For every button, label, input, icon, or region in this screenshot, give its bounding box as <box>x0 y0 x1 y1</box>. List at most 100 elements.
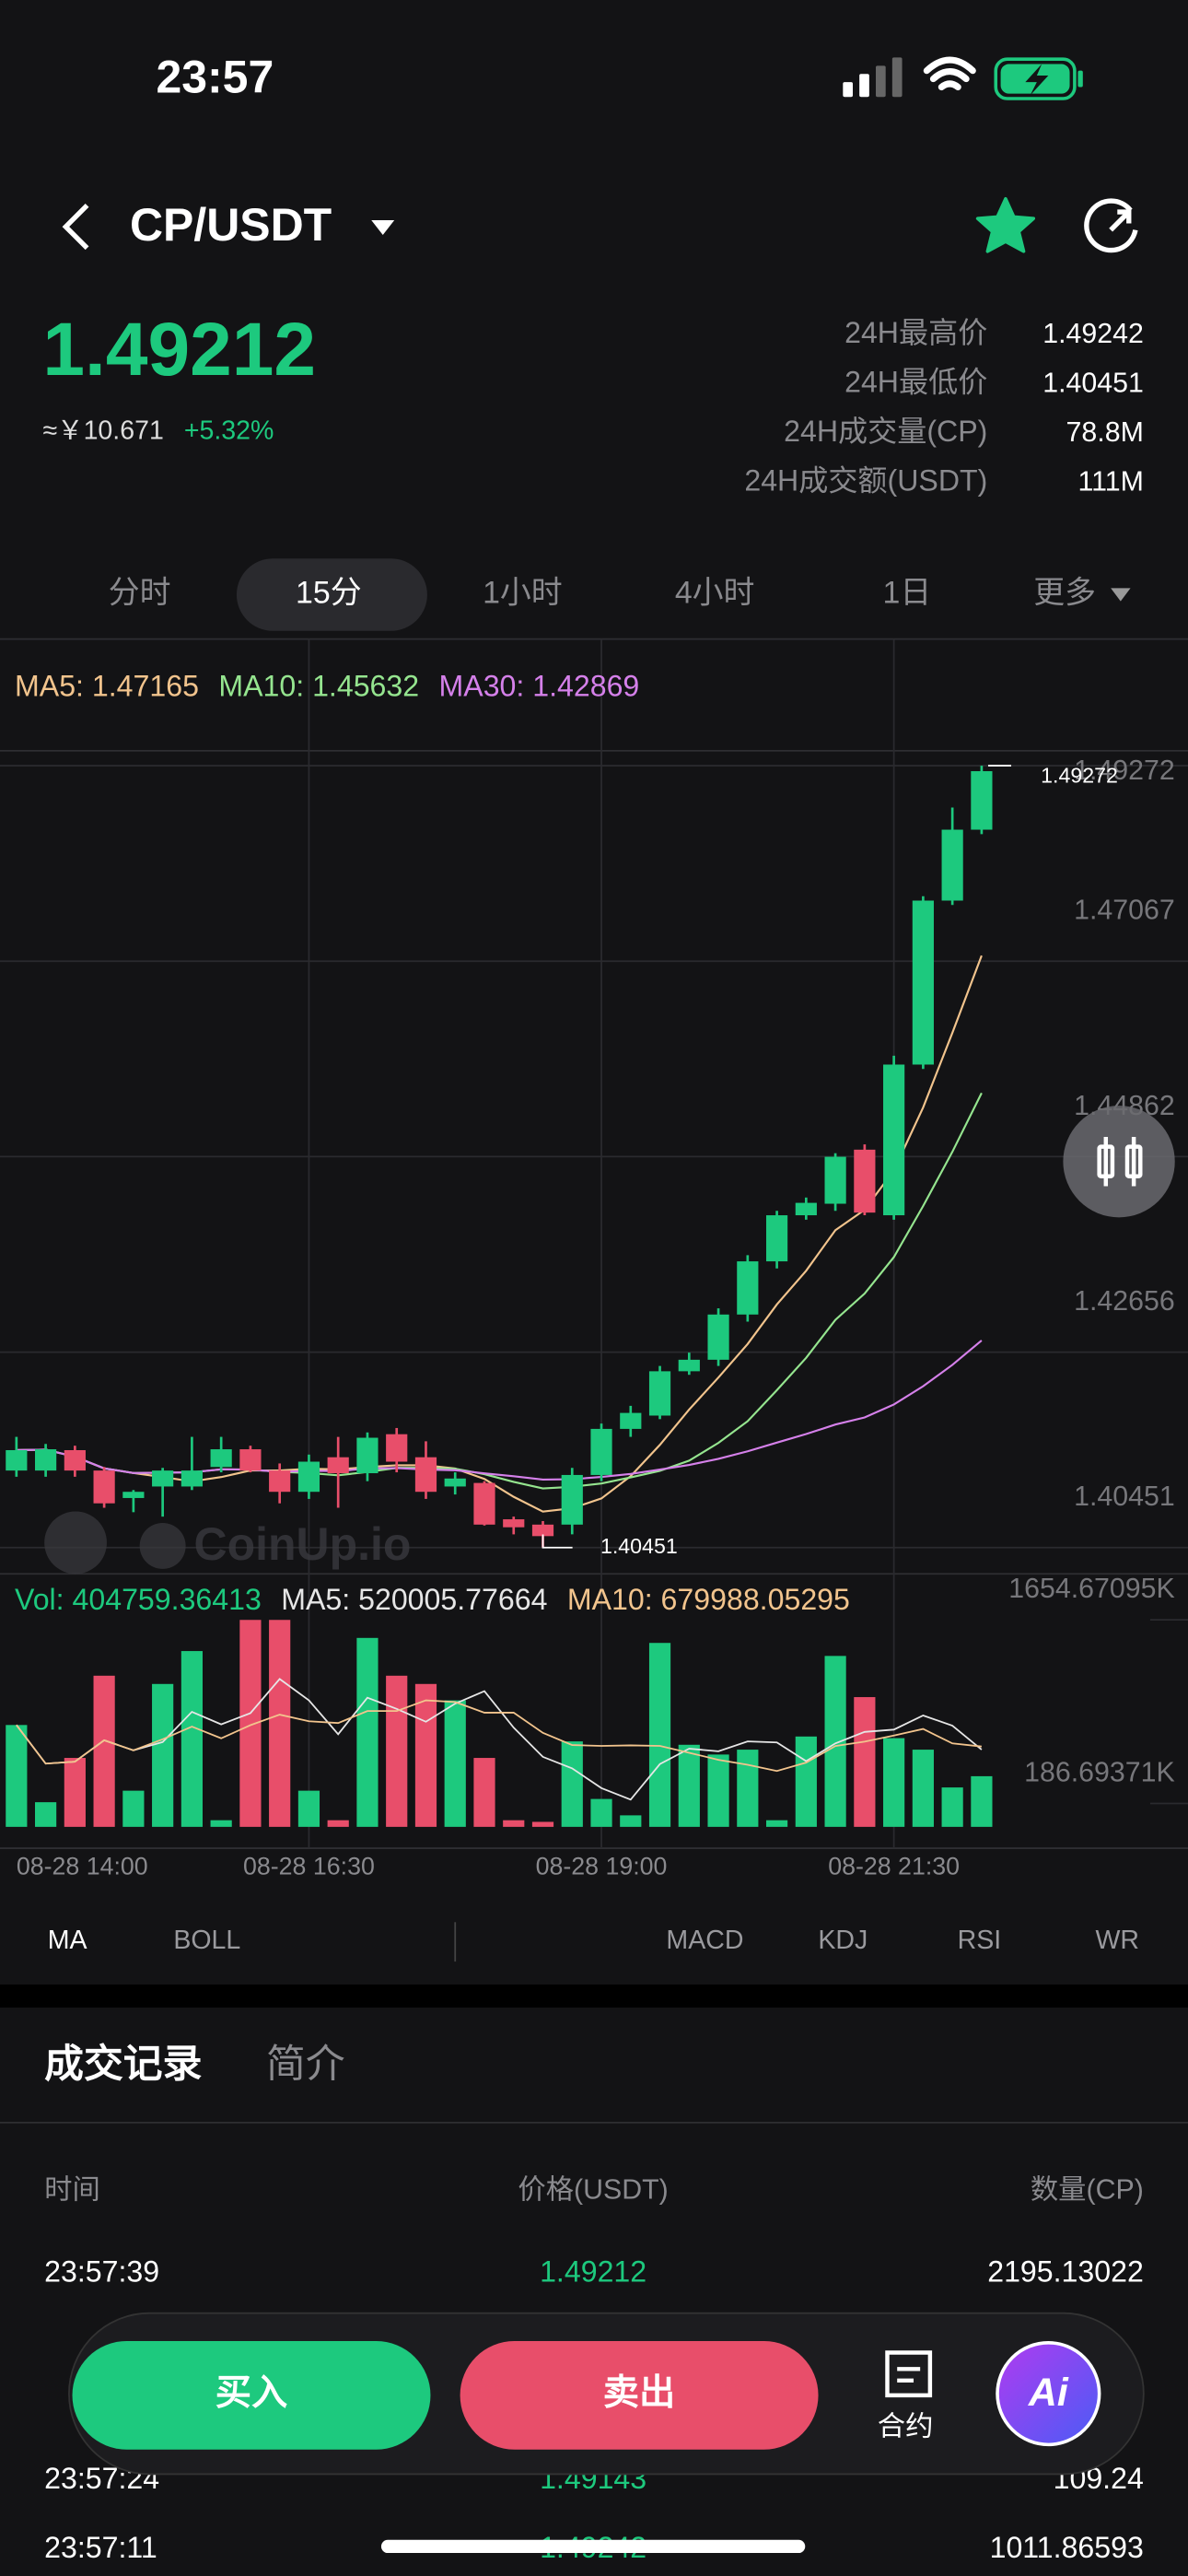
low-marker-label: 1.40451 <box>600 1534 678 1558</box>
candle-body <box>531 1524 554 1537</box>
sell-button[interactable] <box>460 2341 819 2450</box>
pair-dropdown[interactable] <box>371 219 395 235</box>
candle-body <box>824 1156 846 1204</box>
watermark-icon <box>44 1511 107 1575</box>
trade-cell: 23:57:39 <box>44 2254 159 2288</box>
volume-tick-label: 1654.67095K <box>1008 1574 1174 1604</box>
candle-body <box>386 1434 408 1462</box>
volume-bar <box>64 1758 86 1827</box>
timeframe-tab[interactable]: 1小时 <box>483 575 563 610</box>
candle-body <box>678 1359 700 1372</box>
volume-legend: Vol: 404759.36413 <box>15 1583 262 1616</box>
candle-body <box>765 1215 788 1262</box>
pair-title[interactable]: CP/USDT <box>130 199 332 251</box>
volume-bar <box>35 1802 57 1827</box>
candle-body <box>122 1492 145 1498</box>
buy-button[interactable] <box>72 2341 431 2450</box>
home-indicator <box>380 2539 806 2554</box>
indicator-tab[interactable]: MA <box>48 1926 87 1955</box>
trades-column: 时间 <box>44 2175 100 2206</box>
volume-ma-line <box>16 1678 983 1801</box>
stat-label: 24H最高价 <box>844 316 987 349</box>
contract-label[interactable]: 合约 <box>878 2411 934 2442</box>
signal-icon <box>843 57 903 98</box>
x-tick-label: 08-28 16:30 <box>243 1853 375 1880</box>
stat-value: 78.8M <box>1066 417 1144 448</box>
candle-body <box>620 1412 642 1429</box>
trades-tab[interactable]: 简介 <box>266 2043 345 2087</box>
candle-body <box>971 771 993 830</box>
buy-label: 买入 <box>215 2372 288 2413</box>
volume-bar <box>6 1725 28 1827</box>
contract-icon[interactable] <box>885 2350 933 2398</box>
ma-legend: MA5: 1.47165 <box>15 670 199 703</box>
refresh-button[interactable] <box>1084 198 1138 253</box>
volume-bar <box>561 1741 583 1827</box>
indicator-tab[interactable]: MACD <box>666 1926 743 1955</box>
volume-bar <box>707 1754 729 1827</box>
y-tick-label: 1.40451 <box>1074 1481 1175 1512</box>
volume-bar <box>473 1758 495 1827</box>
candle-body <box>707 1314 729 1360</box>
candle-toggle[interactable] <box>1063 1106 1175 1218</box>
trade-cell: 1.49212 <box>540 2254 646 2288</box>
timeframe-tab[interactable]: 15分 <box>296 575 362 610</box>
candle-body <box>444 1478 466 1487</box>
ai-button[interactable] <box>996 2341 1101 2447</box>
active-tab-pill <box>236 558 427 631</box>
low-marker-line <box>542 1534 573 1549</box>
y-tick-label: 1.42656 <box>1074 1286 1175 1317</box>
volume-bar <box>765 1820 788 1827</box>
candle-body <box>737 1261 759 1315</box>
volume-legend: MA10: 679988.05295 <box>567 1583 850 1616</box>
candle-body <box>854 1149 876 1213</box>
timeframe-tab[interactable]: 1日 <box>883 575 932 610</box>
volume-bar <box>648 1643 671 1827</box>
section-gap <box>0 1985 1188 2008</box>
volume-bar <box>386 1675 408 1827</box>
candle-body <box>35 1449 57 1471</box>
volume-bar <box>824 1656 846 1827</box>
volume-bar <box>912 1750 934 1827</box>
timeframe-tab[interactable]: 分时 <box>109 575 171 610</box>
x-tick-label: 08-28 14:00 <box>17 1853 148 1880</box>
stat-label: 24H成交额(USDT) <box>744 464 987 498</box>
candle-body <box>297 1461 320 1493</box>
indicator-tab[interactable]: BOLL <box>173 1926 240 1955</box>
trades-column: 数量(CP) <box>1031 2174 1144 2206</box>
cny-price: ≈￥10.671 <box>42 416 163 446</box>
volume-bar <box>678 1744 700 1827</box>
timeframe-tab[interactable]: 更多 <box>1033 575 1096 610</box>
watermark: CoinUp.io <box>194 1518 412 1570</box>
price-change: +5.32% <box>184 416 274 446</box>
more-dropdown[interactable] <box>1111 588 1131 602</box>
volume-bar <box>883 1738 905 1827</box>
timeframe-tab[interactable]: 4小时 <box>675 575 755 610</box>
ai-label: Ai <box>1028 2371 1069 2415</box>
indicator-tab[interactable]: KDJ <box>818 1926 868 1955</box>
stat-value: 1.49242 <box>1042 319 1144 349</box>
stat-value: 111M <box>1077 466 1143 497</box>
back-button[interactable] <box>62 204 89 251</box>
favorite-star[interactable] <box>975 196 1036 253</box>
volume-bar <box>854 1697 876 1827</box>
ma-legend: MA10: 1.45632 <box>218 670 419 703</box>
trades-column: 价格(USDT) <box>518 2174 668 2206</box>
status-time: 23:57 <box>157 52 274 103</box>
volume-bar <box>181 1651 203 1827</box>
indicator-tab[interactable]: RSI <box>958 1926 1002 1955</box>
trade-cell: 1011.86593 <box>990 2531 1144 2564</box>
indicator-tab[interactable]: WR <box>1096 1926 1140 1955</box>
trades-tab[interactable]: 成交记录 <box>44 2043 202 2087</box>
ma-legend: MA30: 1.42869 <box>439 670 640 703</box>
volume-bar <box>269 1620 291 1827</box>
x-tick-label: 08-28 21:30 <box>828 1853 960 1880</box>
high-marker-label: 1.49272 <box>1041 764 1118 788</box>
candle-body <box>93 1470 115 1504</box>
candle-body <box>64 1450 86 1471</box>
volume-bar <box>93 1675 115 1827</box>
trade-cell: 2195.13022 <box>987 2254 1144 2288</box>
candle-body <box>6 1450 28 1471</box>
